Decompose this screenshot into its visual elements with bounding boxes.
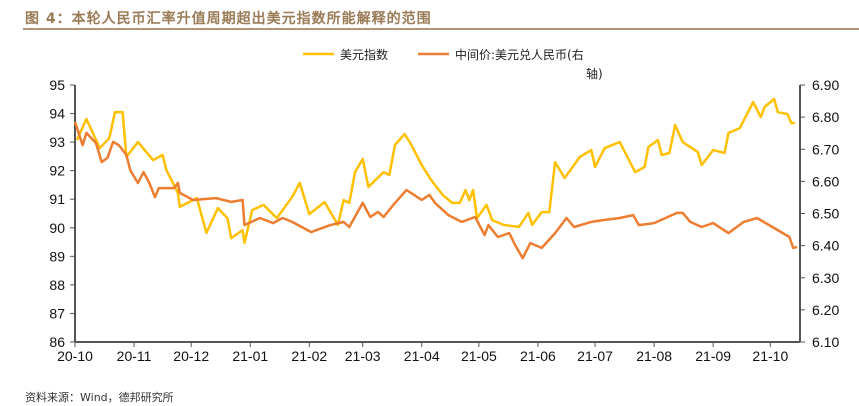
series-line-dxy [75,97,796,245]
legend-label-dxy: 美元指数 [340,47,388,62]
y-left-tick-label: 87 [49,305,65,321]
y-left-tick-label: 92 [49,163,65,179]
x-tick-label: 20-10 [57,348,93,364]
x-tick-label: 20-12 [173,348,209,364]
y-left-tick-label: 94 [49,106,65,122]
x-tick-label: 21-09 [695,348,731,364]
y-left-tick-label: 89 [49,248,65,264]
y-left-tick-label: 86 [49,334,65,350]
x-tick-label: 21-08 [636,348,672,364]
x-tick-label: 21-03 [345,348,381,364]
y-left-tick-label: 90 [49,220,65,236]
y-right-tick-label: 6.30 [812,270,839,286]
figure-title: 图 4：本轮人民币汇率升值周期超出美元指数所能解释的范围 [25,11,432,27]
x-tick-label: 21-10 [752,348,788,364]
y-left-tick-label: 93 [49,134,65,150]
series-line-usdcny [73,121,798,260]
x-tick-label: 21-04 [404,348,440,364]
y-right-tick-label: 6.40 [812,238,839,254]
y-right-tick-label: 6.80 [812,109,839,125]
y-left-tick-label: 95 [49,77,65,93]
x-tick-label: 21-05 [461,348,497,364]
legend: 美元指数 中间价:美元兑人民币(右 轴) [303,47,603,81]
source-note: 资料来源：Wind，德邦研究所 [25,391,174,404]
x-tick-label: 21-02 [291,348,327,364]
x-tick-label: 21-06 [520,348,556,364]
legend-label-cny-cont: 轴) [586,66,603,81]
x-tick-label: 21-07 [577,348,613,364]
x-tick-label: 21-01 [232,348,268,364]
y-right-tick-label: 6.90 [812,77,839,93]
x-tick-label: 20-11 [117,348,152,364]
y-right-tick-label: 6.70 [812,141,839,157]
y-right-tick-label: 6.20 [812,302,839,318]
title-divider [23,28,859,30]
y-left-tick-label: 91 [49,191,65,207]
legend-label-cny: 中间价:美元兑人民币(右 [455,47,584,62]
y-right-tick-label: 6.50 [812,206,839,222]
y-right-tick-label: 6.10 [812,334,839,350]
y-right-tick-label: 6.60 [812,173,839,189]
y-left-tick-label: 88 [49,277,65,293]
